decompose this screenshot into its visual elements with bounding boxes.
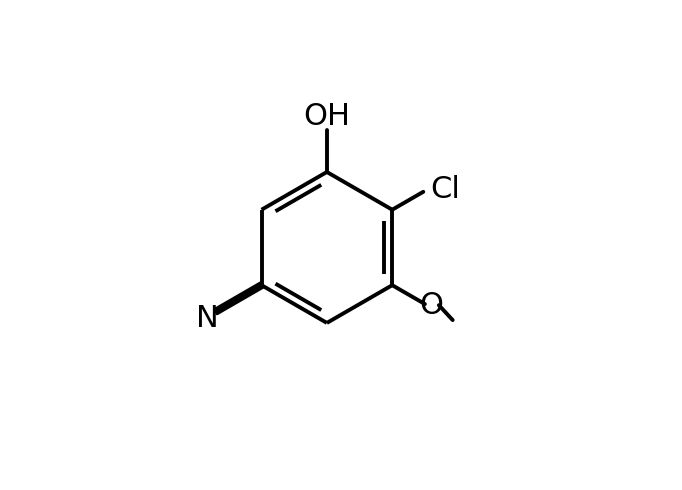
- Text: OH: OH: [303, 101, 351, 131]
- Text: N: N: [196, 304, 219, 333]
- Text: O: O: [419, 291, 444, 320]
- Text: Cl: Cl: [430, 175, 460, 204]
